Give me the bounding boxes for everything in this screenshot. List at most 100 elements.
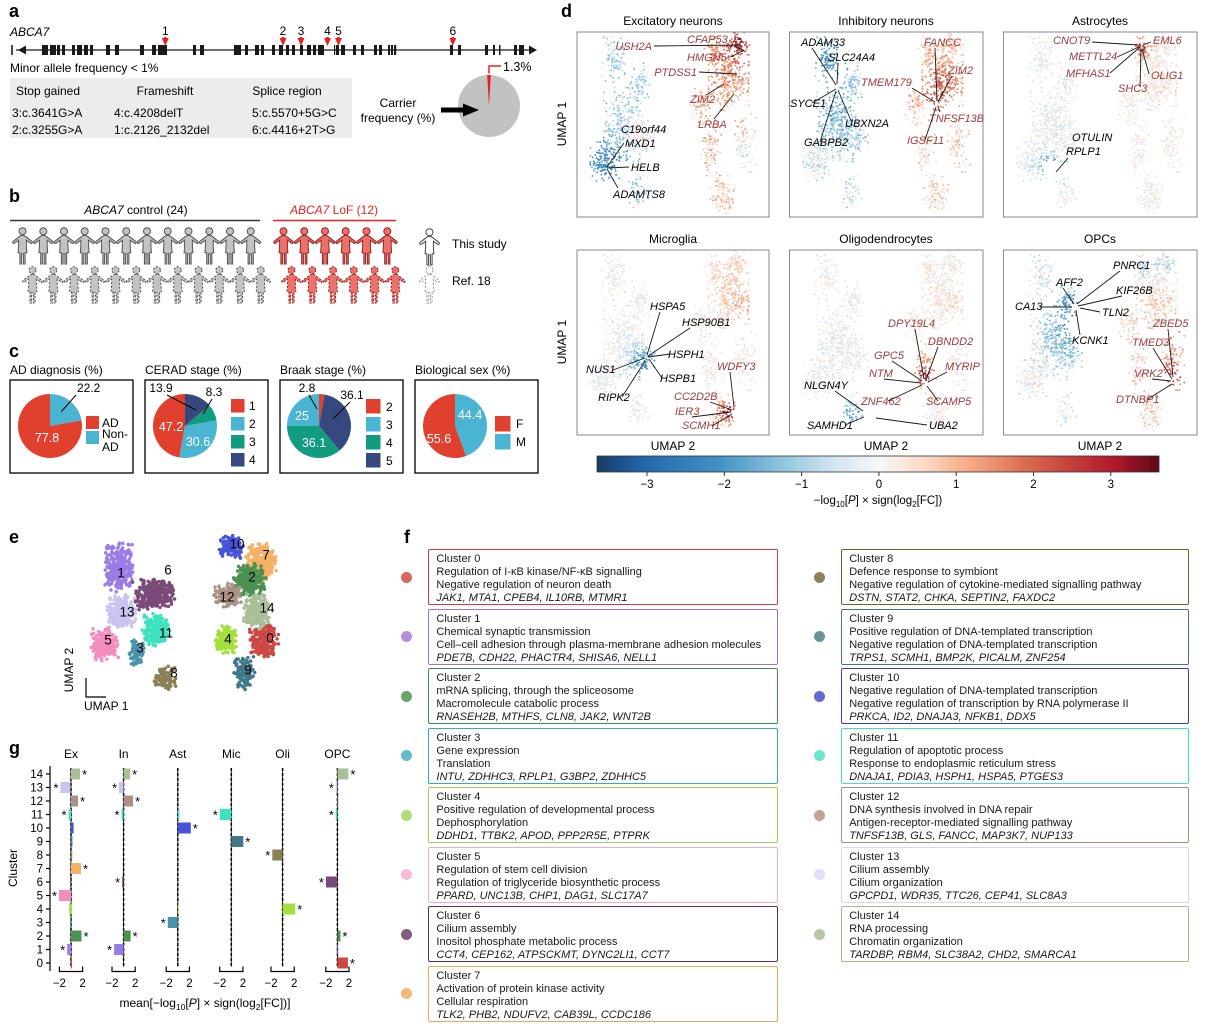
svg-text:In: In	[119, 747, 129, 761]
svg-text:Excitatory neurons: Excitatory neurons	[623, 14, 722, 28]
svg-text:4: 4	[386, 436, 393, 450]
svg-text:ZBED5: ZBED5	[1152, 318, 1189, 330]
svg-text:KIF26B: KIF26B	[1116, 285, 1153, 297]
svg-text:−2: −2	[264, 978, 277, 990]
svg-text:−2: −2	[160, 978, 173, 990]
svg-text:*: *	[115, 875, 120, 890]
svg-text:−log10[P] × sign(log2[FC]): −log10[P] × sign(log2[FC])	[814, 495, 943, 509]
svg-text:UMAP 2: UMAP 2	[864, 439, 909, 453]
svg-text:2:c.3255G>A: 2:c.3255G>A	[12, 123, 82, 137]
svg-text:5:c.5570+5G>C: 5:c.5570+5G>C	[252, 106, 337, 120]
svg-text:*: *	[107, 942, 112, 957]
svg-text:HSPA5: HSPA5	[650, 301, 686, 313]
svg-text:CA13: CA13	[1015, 301, 1043, 313]
svg-text:1:c.2126_2132del: 1:c.2126_2132del	[114, 123, 209, 137]
svg-text:AD diagnosis (%): AD diagnosis (%)	[10, 363, 103, 377]
svg-text:2: 2	[386, 400, 393, 414]
svg-text:*: *	[329, 807, 334, 822]
svg-text:2: 2	[186, 978, 192, 990]
svg-text:AD: AD	[102, 440, 119, 454]
svg-text:OPCs: OPCs	[1084, 232, 1116, 246]
svg-text:1: 1	[37, 945, 43, 957]
svg-text:−3: −3	[640, 479, 653, 491]
svg-text:5: 5	[335, 24, 342, 38]
svg-text:RPLP1: RPLP1	[1066, 146, 1101, 158]
svg-text:OLIG1: OLIG1	[1151, 70, 1183, 82]
svg-text:CC2D2B: CC2D2B	[674, 391, 717, 403]
svg-text:UBA2: UBA2	[929, 420, 958, 432]
svg-text:UMAP 1: UMAP 1	[555, 319, 569, 364]
svg-text:USH2A: USH2A	[615, 41, 652, 53]
svg-text:9: 9	[37, 837, 43, 849]
svg-text:TLN2: TLN2	[1102, 307, 1129, 319]
svg-text:UMAP 2: UMAP 2	[1078, 439, 1123, 453]
svg-text:2: 2	[280, 24, 287, 38]
svg-text:*: *	[265, 848, 270, 863]
svg-text:*: *	[350, 767, 355, 782]
svg-text:CFAP53: CFAP53	[687, 34, 729, 46]
svg-text:*: *	[213, 807, 218, 822]
svg-text:MFHAS1: MFHAS1	[1066, 68, 1111, 80]
svg-text:DBNDD2: DBNDD2	[928, 336, 973, 348]
svg-text:Oligodendrocytes: Oligodendrocytes	[839, 232, 932, 246]
svg-text:ZIM2: ZIM2	[689, 94, 715, 106]
svg-text:2: 2	[37, 931, 43, 943]
svg-text:*: *	[83, 861, 88, 876]
svg-text:SLC24A4: SLC24A4	[828, 52, 875, 64]
svg-text:UMAP 2: UMAP 2	[651, 439, 696, 453]
svg-text:*: *	[297, 902, 302, 917]
svg-text:−2: −2	[213, 978, 226, 990]
svg-text:3: 3	[298, 24, 305, 38]
svg-text:−2: −2	[53, 978, 66, 990]
svg-text:3:c.3641G>A: 3:c.3641G>A	[12, 106, 82, 120]
svg-text:Minor allele frequency < 1%: Minor allele frequency < 1%	[10, 61, 159, 75]
svg-text:HSP90B1: HSP90B1	[682, 317, 730, 329]
svg-text:1.3%: 1.3%	[503, 60, 532, 74]
svg-text:Stop gained: Stop gained	[16, 84, 80, 98]
svg-text:*: *	[62, 807, 67, 822]
svg-text:22.2: 22.2	[77, 381, 101, 395]
svg-text:HSPH1: HSPH1	[668, 349, 705, 361]
svg-text:1: 1	[162, 24, 169, 38]
svg-text:5: 5	[386, 454, 393, 468]
svg-text:13: 13	[30, 783, 43, 795]
svg-text:*: *	[132, 767, 137, 782]
svg-text:3: 3	[386, 418, 393, 432]
svg-text:SYCE1: SYCE1	[790, 98, 826, 110]
svg-text:ABCA7 LoF (12): ABCA7 LoF (12)	[289, 203, 378, 217]
svg-text:TMED3: TMED3	[1132, 337, 1170, 349]
svg-text:11: 11	[31, 810, 43, 822]
svg-text:Carrier: Carrier	[380, 96, 417, 110]
svg-text:NLGN4Y: NLGN4Y	[804, 380, 849, 392]
svg-text:*: *	[112, 780, 117, 795]
svg-text:36.1: 36.1	[302, 436, 326, 450]
svg-text:OTULIN: OTULIN	[1072, 132, 1112, 144]
svg-text:−2: −2	[105, 978, 118, 990]
svg-text:DPY19L4: DPY19L4	[888, 318, 935, 330]
svg-text:*: *	[133, 929, 138, 944]
svg-text:1: 1	[249, 399, 256, 413]
svg-text:ABCA7 control (24): ABCA7 control (24)	[83, 203, 187, 217]
svg-text:SHC3: SHC3	[1118, 83, 1148, 95]
svg-text:−2: −2	[319, 978, 332, 990]
svg-text:SAMHD1: SAMHD1	[807, 420, 853, 432]
svg-text:HSPB1: HSPB1	[660, 373, 696, 385]
svg-text:5: 5	[37, 891, 43, 903]
svg-text:ZIM2: ZIM2	[947, 65, 973, 77]
svg-text:HMGN5: HMGN5	[687, 52, 728, 64]
svg-text:−2: −2	[718, 479, 731, 491]
svg-text:−1: −1	[795, 479, 808, 491]
svg-text:ABCA7: ABCA7	[9, 25, 51, 39]
svg-text:*: *	[115, 807, 120, 822]
svg-text:CERAD stage (%): CERAD stage (%)	[145, 363, 242, 377]
svg-text:NTM: NTM	[869, 368, 894, 380]
svg-text:7: 7	[37, 864, 43, 876]
svg-text:12: 12	[30, 796, 43, 808]
svg-text:*: *	[84, 929, 89, 944]
svg-text:*: *	[52, 888, 57, 903]
svg-text:WDFY3: WDFY3	[717, 361, 756, 373]
svg-text:44.4: 44.4	[458, 408, 482, 422]
svg-text:3: 3	[37, 918, 43, 930]
svg-text:4: 4	[37, 904, 44, 916]
svg-text:10: 10	[30, 823, 43, 835]
